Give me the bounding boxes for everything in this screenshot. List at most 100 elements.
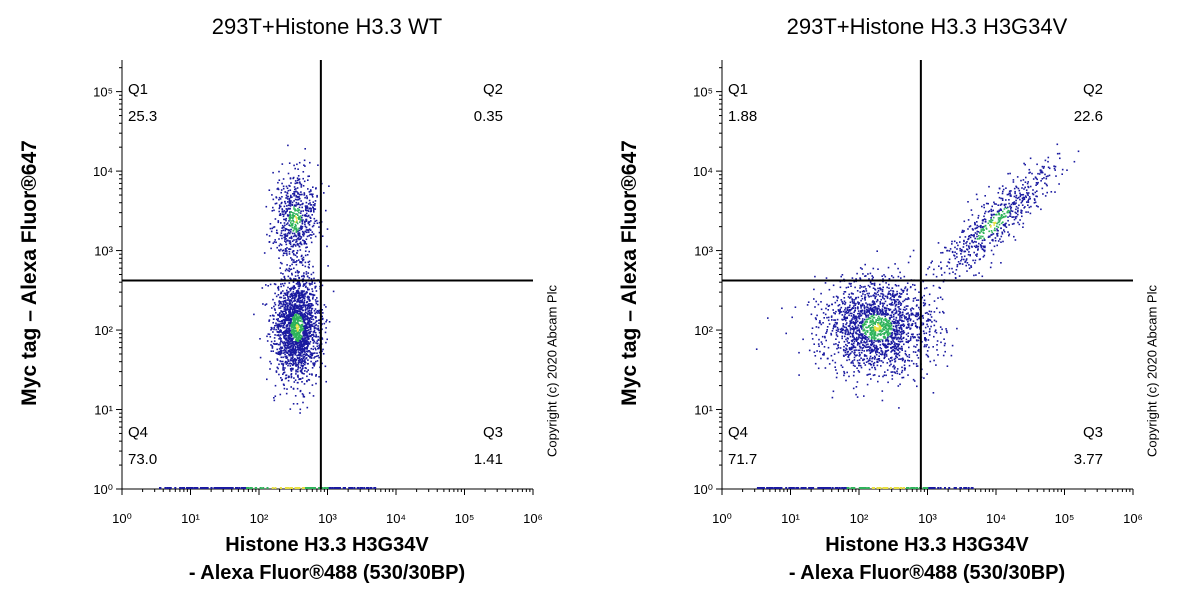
event-dot [159,487,162,489]
event-dot [928,346,930,349]
event-dot [894,344,897,347]
event-dot [870,341,873,344]
event-dot [294,182,297,185]
event-dot [292,316,294,319]
event-dot [286,319,288,321]
event-dot [315,219,318,222]
event-dot [889,332,892,334]
event-dot [908,314,910,316]
event-dot [278,196,281,199]
event-dot [894,342,896,344]
event-dot [863,337,866,339]
event-dot [858,343,861,345]
event-dot [872,327,874,329]
event-dot [292,220,295,223]
event-dot [284,334,287,337]
event-dot [885,350,887,353]
event-dot [292,323,295,326]
event-dot [300,308,303,311]
event-dot [250,487,253,489]
event-dot [890,299,893,301]
event-dot [303,360,305,362]
event-dot [827,309,829,311]
event-dot [889,343,892,346]
event-dot [281,234,283,237]
event-dot [298,336,300,339]
event-dot [307,179,309,181]
event-dot [296,305,298,307]
event-dot [892,339,894,342]
event-dot [289,268,291,271]
event-dot [316,303,319,306]
event-dot [856,344,859,346]
event-dot [298,307,300,310]
event-dot [314,321,317,324]
event-dot [312,333,315,336]
event-dot [300,371,303,373]
event-dot [859,347,862,349]
event-dot [292,326,295,329]
event-dot [273,226,276,228]
event-dot [289,325,291,327]
event-dot [849,329,852,331]
event-dot [307,317,310,320]
event-dot [299,261,301,264]
event-dot [291,259,293,261]
event-dot [916,312,919,315]
event-dot [282,373,284,375]
event-dot [287,286,289,289]
event-dot [884,353,886,356]
event-dot [895,319,897,321]
event-dot [855,393,857,396]
event-dot [869,331,872,334]
event-dot [303,335,306,337]
event-dot [892,276,895,279]
event-dot [904,317,906,320]
event-dot [307,310,310,313]
event-dot [860,299,862,302]
event-dot [816,314,818,317]
event-dot [872,300,874,302]
event-dot [990,249,993,252]
event-dot [280,222,282,224]
event-dot [894,307,897,310]
event-dot [306,235,309,238]
event-dot [989,221,991,223]
event-dot [296,281,299,284]
event-dot [858,362,861,365]
event-dot [859,267,862,269]
event-dot [271,307,273,309]
event-dot [285,238,287,240]
event-dot [210,487,213,489]
event-dot [291,343,293,345]
event-dot [294,346,297,348]
event-dot [293,164,295,167]
event-dot [304,333,307,335]
event-dot [312,204,315,206]
event-dot [313,329,316,332]
event-dot [857,342,860,344]
event-dot [301,258,303,260]
event-dot [857,349,859,352]
event-dot [868,349,870,351]
event-dot [848,293,850,296]
event-dot [853,322,855,324]
event-dot [311,353,313,355]
event-dot [303,338,305,340]
event-dot [864,364,867,366]
event-dot [284,319,287,321]
event-dot [314,312,316,314]
event-dot [892,292,894,295]
event-dot [290,335,293,337]
event-dot [904,359,906,362]
event-dot [879,287,882,290]
event-dot [276,359,279,361]
event-dot [842,302,844,304]
event-dot [882,297,884,299]
event-dot [839,328,842,331]
event-dot [941,251,944,254]
event-dot [299,299,301,302]
event-dot [904,286,907,288]
event-dot [962,231,965,233]
event-dot [939,296,942,299]
